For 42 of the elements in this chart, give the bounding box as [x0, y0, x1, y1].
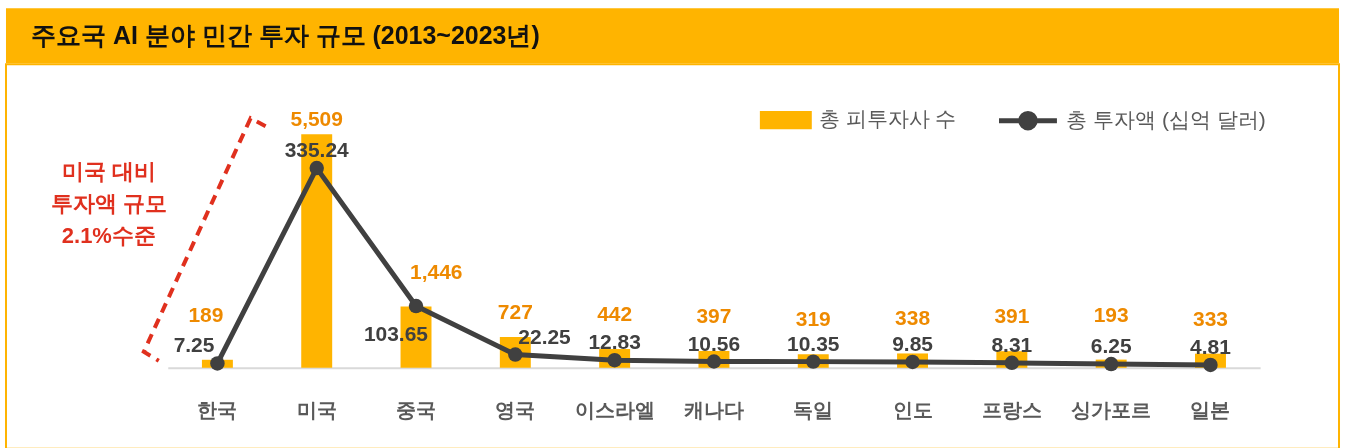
chart-title: 주요국 AI 분야 민간 투자 규모 (2013~2023년) [30, 20, 540, 49]
data-label: 193 [1093, 302, 1129, 326]
data-label: 1,446 [410, 259, 463, 283]
data-label: 6.25 [1090, 334, 1132, 358]
data-label: 12.83 [588, 330, 641, 354]
x-tick-label: 미국 [296, 399, 337, 422]
point [1203, 357, 1218, 373]
x-tick-label: 일본 [1190, 399, 1231, 422]
data-label: 397 [696, 303, 732, 327]
point [1103, 356, 1119, 372]
data-label: 10.35 [787, 331, 840, 355]
point [309, 160, 324, 176]
data-label: 727 [497, 299, 533, 323]
legend-label: 총 피투자사 수 [818, 107, 957, 131]
point [408, 298, 424, 314]
x-tick-label: 인도 [892, 399, 933, 422]
data-label: 333 [1192, 306, 1228, 330]
data-label: 8.31 [991, 332, 1033, 356]
x-tick-label: 프랑스 [981, 399, 1042, 422]
x-tick-label: 싱가포르 [1071, 399, 1152, 422]
data-label: 189 [188, 302, 224, 326]
x-tick-label: 영국 [495, 399, 536, 422]
text: 미국 대비 투자액 규모 2.1%수준 [50, 159, 167, 248]
x-tick-label: 중국 [396, 399, 437, 422]
x-tick-label: 한국 [197, 399, 238, 422]
point [806, 354, 821, 369]
data-label: 4.81 [1190, 334, 1232, 358]
data-label: 7.25 [173, 333, 215, 357]
data-label: 22.25 [518, 324, 572, 348]
legend-label: 총 투자액 (십억 달러) [1066, 107, 1266, 131]
data-label: 10.56 [687, 331, 741, 355]
data-label: 9.85 [892, 331, 934, 355]
data-label: 5,509 [290, 107, 343, 131]
data-label: 391 [994, 304, 1030, 328]
x-tick-label: 독일 [793, 399, 834, 422]
x-tick-label: 이스라엘 [574, 399, 655, 422]
data-label: 338 [895, 306, 931, 330]
data-label: 442 [597, 302, 633, 326]
point [905, 354, 920, 370]
data-label: 319 [795, 307, 831, 331]
x-tick-label: 캐나다 [683, 399, 744, 422]
point [210, 356, 225, 371]
